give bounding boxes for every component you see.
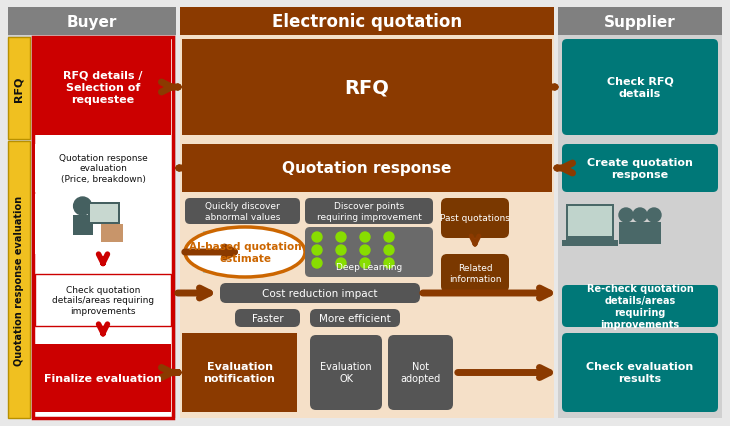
Bar	[8, 38, 30, 140]
Bar	[558, 8, 722, 418]
Circle shape	[619, 208, 633, 222]
FancyBboxPatch shape	[441, 199, 509, 239]
FancyBboxPatch shape	[310, 335, 382, 410]
Bar	[205, 233, 261, 265]
Bar	[8, 8, 176, 36]
FancyBboxPatch shape	[562, 145, 718, 193]
Text: Check RFQ
details: Check RFQ details	[607, 77, 673, 99]
Text: RFQ: RFQ	[14, 76, 24, 101]
FancyBboxPatch shape	[562, 333, 718, 412]
FancyBboxPatch shape	[310, 309, 400, 327]
FancyBboxPatch shape	[235, 309, 300, 327]
Circle shape	[384, 233, 394, 242]
Text: Buyer: Buyer	[67, 14, 118, 29]
FancyBboxPatch shape	[305, 199, 433, 225]
Text: Past quotations: Past quotations	[440, 214, 510, 223]
Text: Evaluation
notification: Evaluation notification	[204, 362, 275, 383]
Circle shape	[312, 259, 322, 268]
FancyBboxPatch shape	[562, 285, 718, 327]
Circle shape	[384, 245, 394, 256]
Bar	[558, 8, 722, 36]
Bar	[182, 333, 297, 412]
Bar	[90, 204, 118, 222]
Text: Supplier: Supplier	[604, 14, 676, 29]
Bar	[8, 8, 176, 418]
Bar	[35, 344, 171, 412]
Text: Quickly discover
abnormal values: Quickly discover abnormal values	[205, 201, 280, 222]
Circle shape	[360, 245, 370, 256]
Circle shape	[74, 198, 91, 216]
FancyBboxPatch shape	[185, 199, 300, 225]
Bar	[633, 222, 647, 245]
Text: Cost reduction impact: Cost reduction impact	[262, 288, 377, 298]
Text: RFQ details /
Selection of
requestee: RFQ details / Selection of requestee	[64, 71, 143, 105]
Text: Re-check quotation
details/areas
requiring
improvements: Re-check quotation details/areas requiri…	[587, 283, 694, 329]
Bar	[647, 222, 661, 245]
Text: Quotation response: Quotation response	[283, 161, 452, 176]
Bar	[101, 225, 123, 242]
Bar	[35, 40, 171, 136]
Text: Related
information: Related information	[449, 264, 502, 283]
Text: RFQ: RFQ	[345, 78, 389, 97]
Bar	[568, 207, 612, 236]
Circle shape	[312, 245, 322, 256]
Text: Check quotation
details/areas requiring
improvements: Check quotation details/areas requiring …	[52, 285, 154, 316]
Bar	[182, 40, 552, 136]
Bar	[203, 231, 263, 273]
Circle shape	[384, 259, 394, 268]
Text: Quotation response
evaluation
(Price, breakdown): Quotation response evaluation (Price, br…	[58, 153, 147, 184]
Circle shape	[647, 208, 661, 222]
Bar	[8, 142, 30, 418]
FancyBboxPatch shape	[562, 40, 718, 136]
Bar	[562, 240, 618, 246]
Bar	[72, 216, 93, 236]
Text: Discover points
requiring improvement: Discover points requiring improvement	[317, 201, 421, 222]
Circle shape	[633, 208, 647, 222]
Text: Evaluation
OK: Evaluation OK	[320, 362, 372, 383]
FancyBboxPatch shape	[305, 227, 433, 277]
Bar	[88, 202, 120, 225]
Circle shape	[312, 233, 322, 242]
Bar	[180, 8, 554, 418]
Text: AI-based quotation
estimate: AI-based quotation estimate	[188, 242, 301, 263]
Bar	[562, 195, 718, 283]
Circle shape	[336, 233, 346, 242]
Text: Create quotation
response: Create quotation response	[587, 158, 693, 180]
Text: Deep Learning: Deep Learning	[336, 263, 402, 272]
Bar	[33, 38, 173, 418]
Text: More efficient: More efficient	[319, 313, 391, 323]
Circle shape	[360, 259, 370, 268]
Text: Faster: Faster	[252, 313, 283, 323]
Bar	[35, 195, 171, 254]
Text: Not
adopted: Not adopted	[400, 362, 441, 383]
FancyBboxPatch shape	[441, 254, 509, 292]
Bar	[619, 222, 633, 245]
FancyBboxPatch shape	[388, 335, 453, 410]
Circle shape	[336, 259, 346, 268]
Ellipse shape	[185, 227, 305, 277]
Text: Electronic quotation: Electronic quotation	[272, 13, 462, 31]
Circle shape	[360, 233, 370, 242]
Text: Finalize evaluation: Finalize evaluation	[44, 373, 162, 383]
Bar	[180, 8, 554, 36]
Bar	[182, 145, 552, 193]
Text: Quotation response evaluation: Quotation response evaluation	[14, 195, 24, 365]
Bar	[35, 274, 171, 326]
FancyBboxPatch shape	[220, 283, 420, 303]
Bar	[566, 204, 614, 240]
Circle shape	[336, 245, 346, 256]
Bar	[35, 145, 171, 193]
Text: Check evaluation
results: Check evaluation results	[586, 362, 694, 383]
